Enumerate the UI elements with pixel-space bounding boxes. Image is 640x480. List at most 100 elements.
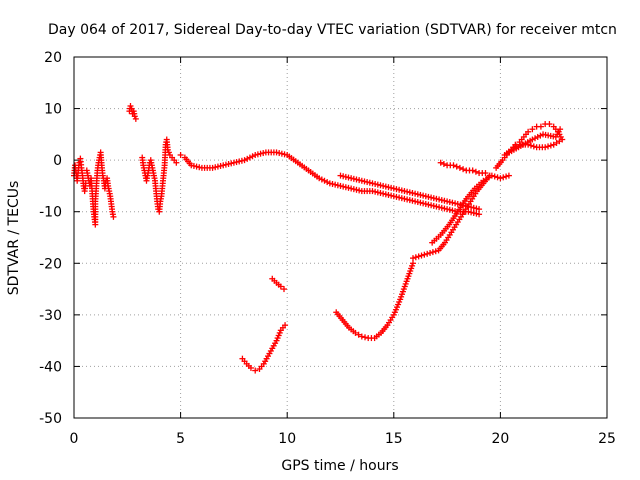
x-tick-label: 15 — [385, 431, 403, 447]
data-point-interp — [536, 144, 543, 151]
data-point-interp — [497, 159, 504, 166]
x-tick-label: 25 — [598, 431, 616, 447]
data-point — [409, 255, 416, 262]
data-point-interp — [92, 200, 99, 207]
data-point-interp — [550, 133, 557, 140]
axis-ticks — [73, 56, 608, 419]
x-axis-label: GPS time / hours — [281, 458, 398, 474]
axis-tick-labels: 0 5 10 15 20 25 -50 -40 -30 -20 -10 0 10 20 — [39, 50, 616, 447]
data-point-interp — [500, 174, 507, 181]
data-point-interp — [217, 162, 224, 169]
data-point-interp — [159, 185, 166, 192]
data-point — [418, 252, 425, 259]
data-point — [281, 286, 288, 293]
data-point — [252, 367, 259, 374]
data-point-interp — [557, 133, 564, 140]
data-point-interp — [140, 164, 147, 171]
data-point-interp — [345, 184, 352, 191]
data-point-interp — [453, 221, 460, 228]
data-point-interp — [415, 253, 422, 260]
data-point-interp — [303, 165, 310, 172]
data-point-interp — [470, 187, 477, 194]
data-point-interp — [472, 168, 479, 175]
data-point-interp — [534, 133, 541, 140]
data-point-interp — [238, 157, 245, 164]
data-point-interp — [366, 179, 373, 186]
data-point-interp — [388, 184, 395, 191]
y-tick-label: -30 — [39, 308, 62, 324]
x-tick-label: 0 — [70, 431, 79, 447]
y-tick-label: -40 — [39, 359, 62, 375]
data-point-interp — [344, 322, 351, 329]
data-point-interp — [249, 153, 256, 160]
data-point-interp — [107, 198, 114, 205]
data-point-interp — [228, 160, 235, 167]
data-point-interp — [527, 142, 534, 149]
data-point-interp — [314, 173, 321, 180]
data-point — [497, 175, 504, 182]
data-point-interp — [206, 164, 213, 171]
data-point-interp — [424, 250, 431, 257]
data-point-interp — [478, 179, 485, 186]
data-point-interp — [95, 162, 102, 169]
data-point-interp — [388, 192, 395, 199]
data-point-interp — [460, 166, 467, 173]
data-point-interp — [131, 110, 138, 117]
data-point-interp — [94, 170, 101, 177]
data-point-interp — [164, 144, 171, 151]
data-point-interp — [244, 155, 251, 162]
data-point-interp — [157, 195, 164, 202]
data-point-interp — [152, 185, 159, 192]
data-point-interp — [109, 211, 116, 218]
data-point-interp — [398, 187, 405, 194]
series-late-cluster-hour-20-23 — [493, 121, 566, 171]
series-arc-hour-12-17 — [333, 260, 416, 342]
data-point — [427, 249, 434, 256]
grid — [74, 57, 607, 418]
data-point-interp — [501, 154, 508, 161]
data-point-interp — [338, 315, 345, 322]
data-point — [437, 159, 444, 166]
data-point-interp — [93, 185, 100, 192]
series-upper-track-hour-12-16 — [337, 172, 483, 213]
data-point-interp — [98, 159, 105, 166]
data-point — [546, 121, 553, 128]
data-point-interp — [263, 355, 270, 362]
data-point-interp — [145, 170, 152, 177]
data-point-interp — [396, 298, 403, 305]
data-point-interp — [409, 197, 416, 204]
x-tick-label: 5 — [176, 431, 185, 447]
series-hour-3-4-cluster — [139, 136, 180, 215]
data-point-interp — [441, 205, 448, 212]
data-point-interp — [429, 249, 436, 256]
data-point — [132, 115, 139, 122]
data-point-interp — [260, 150, 267, 157]
data-point — [177, 151, 184, 158]
data-point-interp — [420, 200, 427, 207]
data-point — [358, 333, 365, 340]
data-point-interp — [446, 231, 453, 238]
data-point-interp — [472, 190, 479, 197]
data-point-interp — [421, 251, 428, 258]
x-tick-label: 10 — [278, 431, 296, 447]
data-point-interp — [196, 164, 203, 171]
data-point — [505, 172, 512, 179]
data-point-interp — [522, 131, 529, 138]
data-point-interp — [440, 161, 447, 168]
data-point-interp — [432, 248, 439, 255]
data-point-interp — [494, 174, 501, 181]
chart-title: Day 064 of 2017, Sidereal Day-to-day VTE… — [48, 22, 617, 38]
data-point-interp — [518, 136, 525, 143]
data-point-interp — [78, 161, 85, 168]
data-point-interp — [161, 164, 168, 171]
data-point — [173, 159, 180, 166]
data-point-interp — [491, 173, 498, 180]
y-tick-label: 0 — [53, 153, 62, 169]
data-point-interp — [267, 347, 274, 354]
data-point-interp — [258, 363, 265, 370]
data-point-interp — [279, 324, 286, 331]
data-point-interp — [160, 175, 167, 182]
series-early-cluster-b — [83, 149, 117, 228]
data-point-interp — [104, 180, 111, 187]
